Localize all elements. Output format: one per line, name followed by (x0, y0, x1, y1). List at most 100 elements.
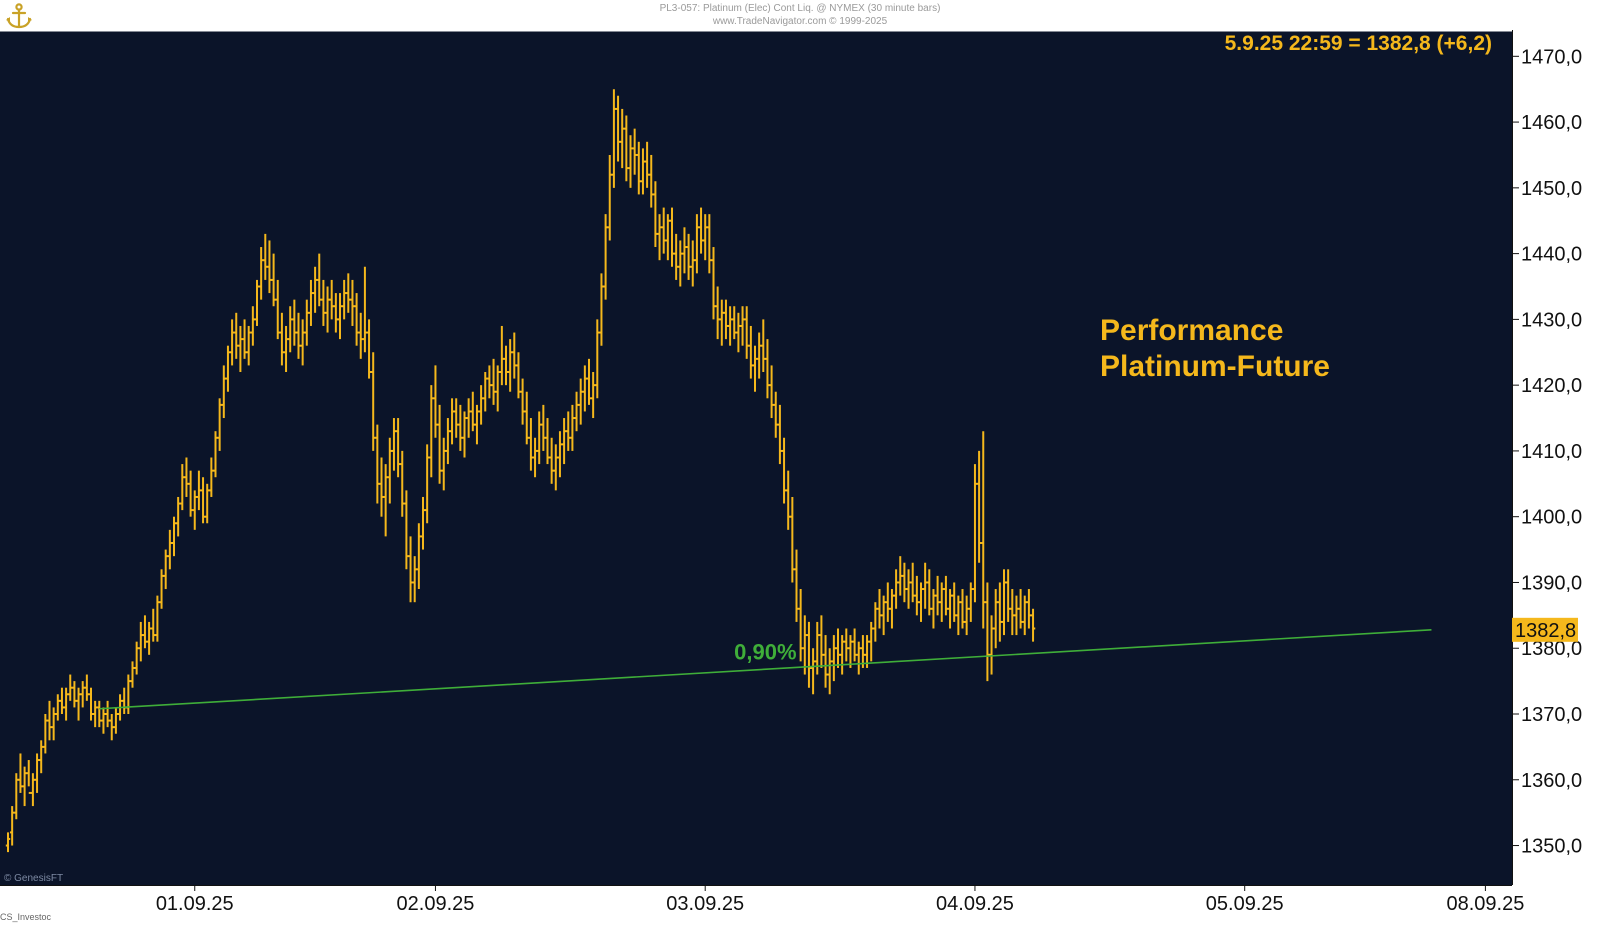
last-price-tag: 1382,8 (1512, 617, 1578, 642)
ohlc-bar (366, 319, 372, 379)
ohlc-bar (412, 556, 417, 603)
y-tick-label: 1460,0 (1521, 112, 1582, 134)
ohlc-bar (611, 89, 617, 188)
ohlc-bar (906, 569, 911, 609)
ohlc-bar (553, 444, 558, 491)
plot-background (0, 30, 1512, 885)
ohlc-bar (495, 365, 500, 412)
ohlc-bar (943, 575, 949, 616)
ohlc-bar (732, 306, 737, 340)
ohlc-bar (960, 589, 965, 629)
ohlc-bar (786, 470, 791, 530)
ohlc-bar (395, 418, 401, 478)
ohlc-bar (175, 496, 181, 537)
ohlc-bar (595, 319, 600, 399)
ohlc-bar (130, 661, 135, 688)
ohlc-bar (632, 128, 637, 175)
ohlc-bar (566, 411, 571, 451)
ohlc-bar (275, 279, 280, 340)
ohlc-bar (213, 431, 218, 478)
x-tick-label: 04.09.25 (936, 893, 1014, 915)
ohlc-bar (408, 536, 413, 603)
ohlc-bar (985, 582, 990, 682)
ohlc-bar (43, 714, 48, 754)
ohlc-bar (1022, 595, 1027, 636)
ohlc-bar (387, 437, 392, 504)
ohlc-bar (437, 404, 442, 484)
data-source-note: © GenesisFT (4, 873, 63, 884)
y-tick-label: 1430,0 (1521, 309, 1582, 331)
ohlc-bar (155, 595, 160, 642)
ohlc-bar (263, 233, 268, 280)
ohlc-bar (34, 753, 40, 793)
ohlc-bar (283, 325, 289, 372)
ohlc-bar (810, 648, 816, 695)
ohlc-bar (557, 431, 563, 478)
trendline-label: 0,90% (734, 639, 796, 664)
ohlc-bar (752, 345, 758, 392)
ohlc-bar (445, 418, 451, 465)
ohlc-bar (570, 404, 575, 451)
annotation-title-line1: Performance (1100, 314, 1283, 347)
ohlc-bar (856, 641, 861, 675)
ohlc-bar (250, 306, 256, 346)
ohlc-bar (254, 279, 260, 326)
ohlc-bar (308, 279, 314, 326)
ohlc-bar (935, 575, 940, 616)
ohlc-bar (541, 404, 546, 451)
ohlc-bar (607, 154, 612, 241)
ohlc-bar (756, 332, 762, 379)
ohlc-bar (711, 247, 716, 320)
y-tick-label: 1390,0 (1521, 572, 1582, 594)
ohlc-bar (869, 621, 874, 662)
ohlc-bar (981, 431, 986, 629)
ohlc-bar (26, 760, 31, 794)
y-tick-label: 1400,0 (1521, 507, 1582, 529)
ohlc-bar (694, 214, 700, 274)
ohlc-bar (682, 227, 687, 274)
ohlc-bar (325, 286, 330, 333)
ohlc-bar (47, 700, 52, 741)
ohlc-bar (964, 595, 969, 636)
ohlc-bar (844, 628, 849, 662)
ohlc-bar (14, 773, 19, 820)
ohlc-bar (781, 437, 787, 504)
ohlc-bar (823, 635, 828, 688)
ohlc-bar (922, 562, 928, 609)
ohlc-bar (474, 404, 480, 445)
ohlc-bar (18, 753, 23, 793)
ohlc-bar (653, 181, 658, 248)
ohlc-bar (221, 365, 226, 419)
ohlc-bar (798, 589, 803, 662)
ohlc-bar (993, 589, 998, 649)
ohlc-bar (773, 391, 778, 438)
ohlc-bar (972, 464, 978, 603)
ohlc-bar (171, 516, 177, 557)
ohlc-bar (483, 372, 488, 412)
ohlc-bar (470, 391, 475, 432)
ohlc-bar (420, 496, 426, 550)
y-tick-label: 1370,0 (1521, 704, 1582, 726)
ohlc-bar (433, 365, 438, 438)
ohlc-bar (375, 424, 380, 504)
ohlc-bar (371, 352, 376, 451)
ohlc-bar (657, 214, 662, 261)
anchor-logo-icon[interactable] (4, 2, 34, 30)
x-tick-label: 08.09.25 (1446, 893, 1524, 915)
ohlc-bar (134, 641, 139, 675)
ohlc-bar (246, 325, 251, 366)
ohlc-bar (88, 687, 94, 721)
ohlc-bar (835, 628, 841, 668)
ohlc-bar (507, 339, 513, 392)
ohlc-bar (910, 562, 915, 603)
ohlc-bar (159, 569, 164, 609)
ohlc-bar (271, 253, 276, 307)
ohlc-bar (350, 279, 355, 326)
y-tick-label: 1350,0 (1521, 836, 1582, 858)
ohlc-bar (727, 306, 733, 346)
ohlc-bar (63, 687, 69, 721)
ohlc-bar (661, 207, 666, 254)
ohlc-bar (59, 687, 65, 714)
ohlc-bar (678, 240, 683, 287)
